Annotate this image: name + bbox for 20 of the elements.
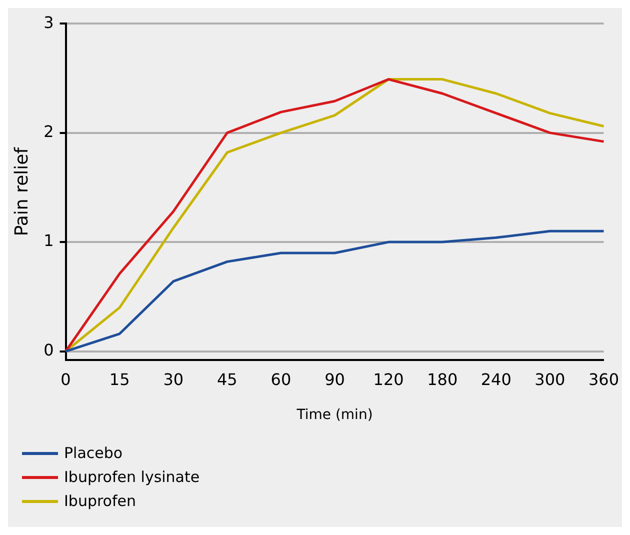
x-tick-label: 120 [373, 370, 404, 389]
x-tick-label: 45 [216, 370, 238, 389]
x-tick-label: 180 [427, 370, 458, 389]
x-tick-label: 300 [534, 370, 566, 389]
x-tick-label: 60 [270, 370, 292, 389]
legend-label: Ibuprofen [64, 492, 136, 510]
legend-label: Placebo [64, 444, 123, 462]
x-tick-label: 15 [109, 370, 130, 389]
x-axis-title: Time (min) [296, 407, 373, 424]
y-tick-label: 2 [44, 122, 54, 141]
x-tick-label: 240 [480, 370, 512, 389]
y-tick-label: 0 [44, 340, 54, 360]
legend-label: Ibuprofen lysinate [64, 468, 200, 486]
y-axis-title: Pain relief [11, 146, 32, 236]
x-tick-label: 360 [588, 370, 620, 389]
y-tick-label: 3 [44, 12, 54, 32]
x-tick-label: 0 [60, 370, 71, 389]
y-tick-label: 1 [44, 231, 54, 250]
x-tick-label: 90 [324, 370, 345, 389]
x-tick-label: 30 [163, 370, 184, 389]
